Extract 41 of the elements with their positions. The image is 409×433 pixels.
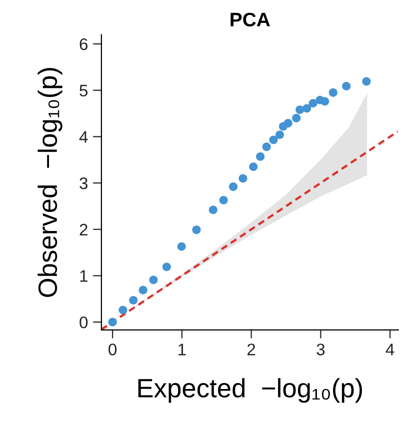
point — [275, 130, 284, 140]
y-tick-label: 0 — [80, 316, 88, 328]
point — [296, 105, 304, 114]
point — [269, 136, 278, 144]
point — [320, 97, 330, 106]
chart-title: PCA — [230, 12, 270, 26]
point — [284, 118, 292, 128]
point — [138, 286, 148, 294]
point — [292, 114, 301, 122]
point — [256, 152, 265, 161]
point — [362, 77, 371, 86]
y-tick-label: 4 — [79, 131, 88, 143]
y-axis-title: Observed −log₁₀(p) — [38, 68, 62, 297]
y-tick-label: 2 — [80, 224, 88, 236]
x-tick-label: 2 — [247, 344, 256, 356]
x-tick-label: 1 — [178, 344, 186, 356]
y-tick-label: 5 — [80, 84, 88, 96]
point — [302, 104, 312, 113]
point — [208, 206, 218, 214]
point — [262, 142, 271, 152]
point — [149, 276, 158, 284]
x-axis-title: Expected −log₁₀(p) — [138, 378, 362, 403]
point — [342, 82, 351, 90]
point — [308, 98, 318, 108]
point — [129, 296, 138, 305]
y-tick-label: 6 — [80, 38, 88, 50]
point — [162, 262, 171, 272]
point — [249, 162, 258, 172]
y-tick-label: 1 — [80, 270, 88, 282]
point — [192, 226, 201, 234]
point — [219, 196, 228, 204]
point — [238, 174, 248, 183]
point — [118, 306, 128, 314]
x-tick-label: 0 — [108, 344, 117, 356]
x-tick-label: 4 — [386, 344, 394, 356]
point — [177, 242, 186, 251]
point — [108, 318, 117, 326]
point — [328, 88, 338, 97]
y-tick-label: 3 — [80, 177, 88, 190]
point — [228, 182, 238, 191]
x-tick-label: 3 — [316, 344, 325, 356]
